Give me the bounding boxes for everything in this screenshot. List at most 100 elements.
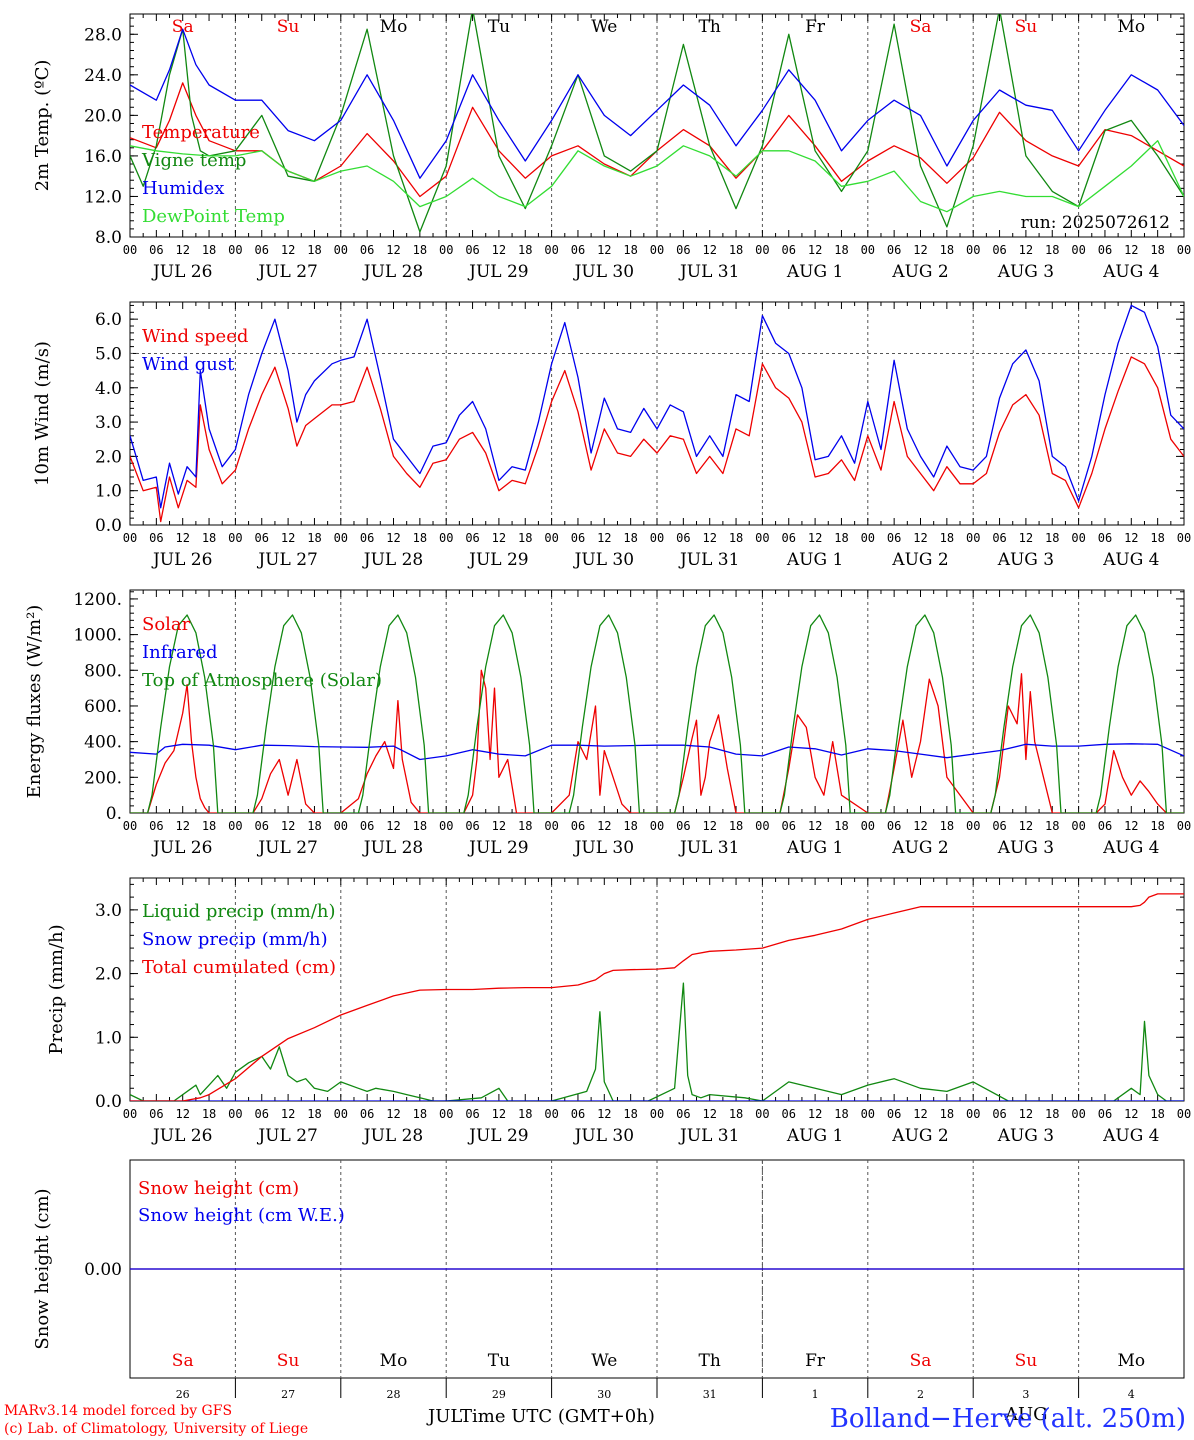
date-label: AUG 4 <box>1102 262 1159 282</box>
legend-entry: Top of Atmosphere (Solar) <box>142 670 382 691</box>
y-tick-label: 3.0 <box>95 901 122 921</box>
hour-tick-label: 06 <box>255 819 269 833</box>
date-label: AUG 4 <box>1102 838 1159 858</box>
y-tick-label: 0. <box>106 804 122 824</box>
y-axis-title: Snow height (cm) <box>32 1188 53 1349</box>
hour-tick-label: 06 <box>571 243 585 257</box>
day-number-label: 28 <box>387 1388 401 1400</box>
hour-tick-label: 12 <box>597 243 611 257</box>
hour-tick-label: 18 <box>202 243 216 257</box>
hour-tick-label: 12 <box>1124 819 1138 833</box>
hour-tick-label: 00 <box>1071 243 1085 257</box>
hour-tick-label: 06 <box>676 819 690 833</box>
panel-frame <box>129 301 1185 526</box>
weekday-label: Th <box>699 1351 721 1371</box>
hour-tick-label: 12 <box>175 819 189 833</box>
hour-tick-label: 06 <box>571 1107 585 1121</box>
weekday-label: Tu <box>488 1351 510 1371</box>
series-line-wind-gust <box>130 304 1184 509</box>
date-label: JUL 31 <box>678 1126 739 1146</box>
panel-frame <box>129 589 1185 814</box>
hour-tick-label: 06 <box>992 819 1006 833</box>
y-tick-label: 20.0 <box>84 106 122 126</box>
hour-tick-label: 18 <box>307 819 321 833</box>
hour-tick-label: 06 <box>149 243 163 257</box>
hour-tick-label: 00 <box>1177 1107 1191 1121</box>
hour-tick-label: 18 <box>1150 819 1164 833</box>
hour-tick-label: 00 <box>1177 819 1191 833</box>
hour-tick-label: 12 <box>1019 531 1033 545</box>
hour-tick-label: 06 <box>782 243 796 257</box>
hour-tick-label: 06 <box>255 531 269 545</box>
day-number-label: 30 <box>597 1388 611 1400</box>
y-tick-label: 24.0 <box>84 66 122 86</box>
hour-tick-label: 12 <box>913 1107 927 1121</box>
legend-entry: Temperature <box>142 122 260 143</box>
hour-tick-label: 12 <box>281 819 295 833</box>
y-tick-label: 4.0 <box>95 379 122 399</box>
hour-tick-label: 18 <box>1150 1107 1164 1121</box>
hour-tick-label: 00 <box>1071 819 1085 833</box>
day-number-label: 2 <box>917 1388 924 1400</box>
hour-tick-label: 00 <box>544 531 558 545</box>
weekday-label: Mo <box>1117 17 1145 37</box>
weekday-label: Su <box>1015 17 1038 37</box>
hour-tick-label: 06 <box>782 531 796 545</box>
hour-tick-label: 06 <box>1098 819 1112 833</box>
hour-tick-label: 12 <box>1124 531 1138 545</box>
date-label: AUG 3 <box>997 838 1054 858</box>
date-label: JUL 28 <box>362 550 423 570</box>
hour-tick-label: 18 <box>202 819 216 833</box>
hour-tick-label: 18 <box>1045 531 1059 545</box>
hour-tick-label: 12 <box>386 243 400 257</box>
hour-tick-label: 00 <box>228 819 242 833</box>
hour-tick-label: 00 <box>755 531 769 545</box>
x-axis-title: JUL Time UTC (GMT+0h) <box>428 1406 655 1427</box>
meteogram: 00 06 12 18 00 06 12 18 00 06 12 18 00 06 12 18 00 06 12 18… <box>24 13 1191 1400</box>
day-number-label: 4 <box>1128 1388 1135 1400</box>
day-number-label: 26 <box>176 1388 190 1400</box>
hour-tick-label: 18 <box>307 531 321 545</box>
hour-tick-label: 06 <box>360 243 374 257</box>
date-label: AUG 1 <box>786 550 843 570</box>
date-label: JUL 27 <box>256 550 317 570</box>
hour-tick-label: 06 <box>1098 243 1112 257</box>
hour-tick-label: 12 <box>702 1107 716 1121</box>
hour-tick-label: 00 <box>755 243 769 257</box>
hour-tick-label: 12 <box>702 243 716 257</box>
hour-tick-label: 12 <box>175 531 189 545</box>
hour-tick-label: 06 <box>992 531 1006 545</box>
hour-tick-label: 06 <box>676 1107 690 1121</box>
hour-tick-label: 00 <box>334 1107 348 1121</box>
station-name: Bolland−Herve (alt. 250m) <box>829 1404 1186 1434</box>
model-credit: MARv3.14 model forced by GFS <box>4 1403 233 1419</box>
hour-tick-label: 06 <box>887 243 901 257</box>
series-line-infrared <box>130 743 1184 761</box>
weekday-label: Fr <box>805 1351 826 1371</box>
weekday-label: Sa <box>172 1351 194 1371</box>
weekday-label: Sa <box>172 17 194 37</box>
hour-tick-label: 00 <box>228 1107 242 1121</box>
x-axis-label: Time UTC (GMT+0h) <box>460 1406 655 1427</box>
hour-tick-label: 06 <box>1098 531 1112 545</box>
hour-tick-label: 18 <box>518 1107 532 1121</box>
hour-tick-label: 00 <box>123 1107 137 1121</box>
hour-tick-label: 18 <box>1045 1107 1059 1121</box>
date-label: JUL 26 <box>151 262 212 282</box>
hour-tick-label: 18 <box>202 1107 216 1121</box>
hour-tick-label: 00 <box>966 1107 980 1121</box>
date-label: JUL 26 <box>151 838 212 858</box>
date-label: JUL 29 <box>467 262 528 282</box>
hour-tick-label: 12 <box>1124 243 1138 257</box>
hour-tick-label: 00 <box>439 243 453 257</box>
panel-frame <box>129 13 1185 238</box>
legend-entry: Snow height (cm) <box>138 1178 299 1199</box>
hour-tick-label: 00 <box>966 819 980 833</box>
hour-tick-label: 06 <box>571 819 585 833</box>
hour-tick-label: 06 <box>782 1107 796 1121</box>
weekday-label: Fr <box>805 17 826 37</box>
hour-tick-label: 06 <box>149 531 163 545</box>
hour-tick-label: 18 <box>623 819 637 833</box>
hour-tick-label: 18 <box>1045 819 1059 833</box>
hour-tick-label: 00 <box>755 1107 769 1121</box>
